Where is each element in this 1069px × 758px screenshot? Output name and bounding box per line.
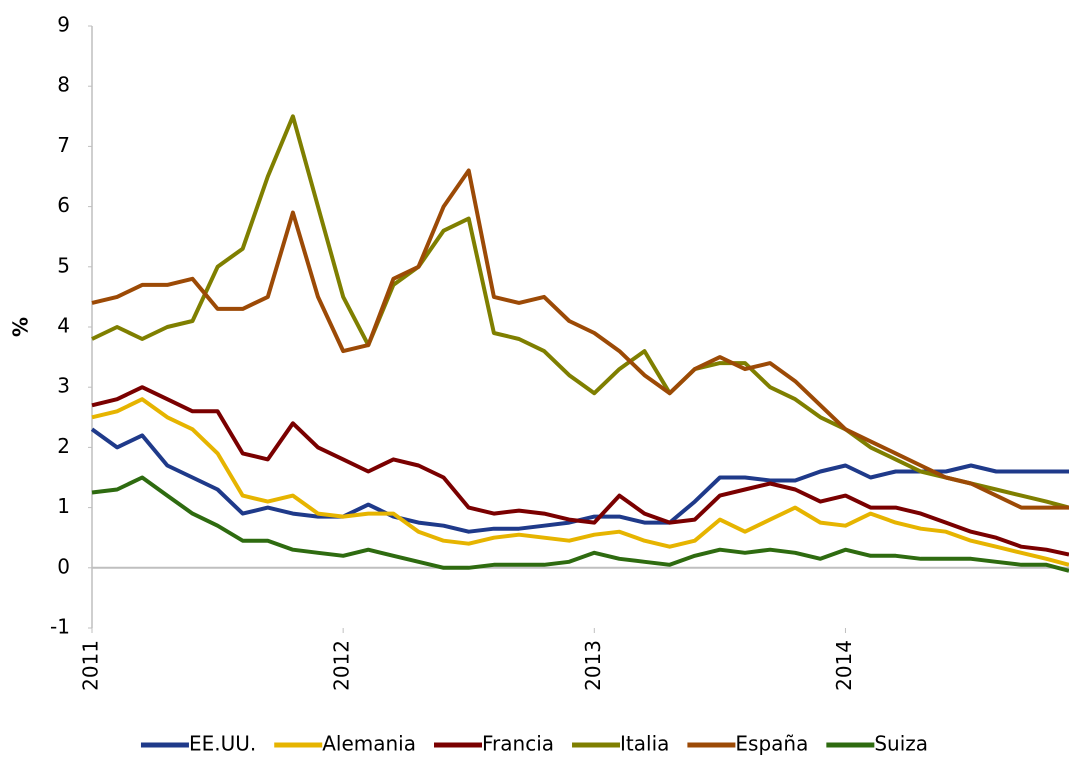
y-axis-label: % [9, 317, 33, 337]
series-line [91, 385, 1069, 557]
y-tick-label: 3 [57, 374, 70, 398]
series-line [91, 114, 1069, 510]
legend-label: Italia [620, 732, 669, 756]
legend-label: Francia [482, 732, 554, 756]
y-tick-label: 5 [57, 253, 70, 277]
series-line [91, 475, 1069, 573]
y-tick-label: 1 [57, 494, 70, 518]
x-tick-label: 2014 [832, 640, 856, 691]
series-line [91, 168, 1069, 510]
legend: EE.UU. Alemania Francia Italia España Suiza [140, 732, 928, 756]
legend-label: Suiza [874, 732, 928, 756]
y-tick-label: 8 [57, 73, 70, 97]
legend-label: EE.UU. [189, 732, 256, 756]
y-tick-label: 7 [57, 133, 70, 157]
legend-label: España [735, 732, 808, 756]
legend-label: Alemania [322, 732, 416, 756]
y-tick-label: 2 [57, 434, 70, 458]
x-tick-label: 2011 [79, 640, 103, 691]
x-tick-label: 2012 [330, 640, 354, 691]
y-tick-label: -1 [50, 615, 70, 639]
y-tick-label: 4 [57, 314, 70, 338]
y-tick-label: 0 [57, 554, 70, 578]
y-tick-label: 6 [57, 193, 70, 217]
x-tick-label: 2013 [581, 640, 605, 691]
series-line [91, 397, 1069, 567]
y-tick-label: 9 [57, 13, 70, 37]
